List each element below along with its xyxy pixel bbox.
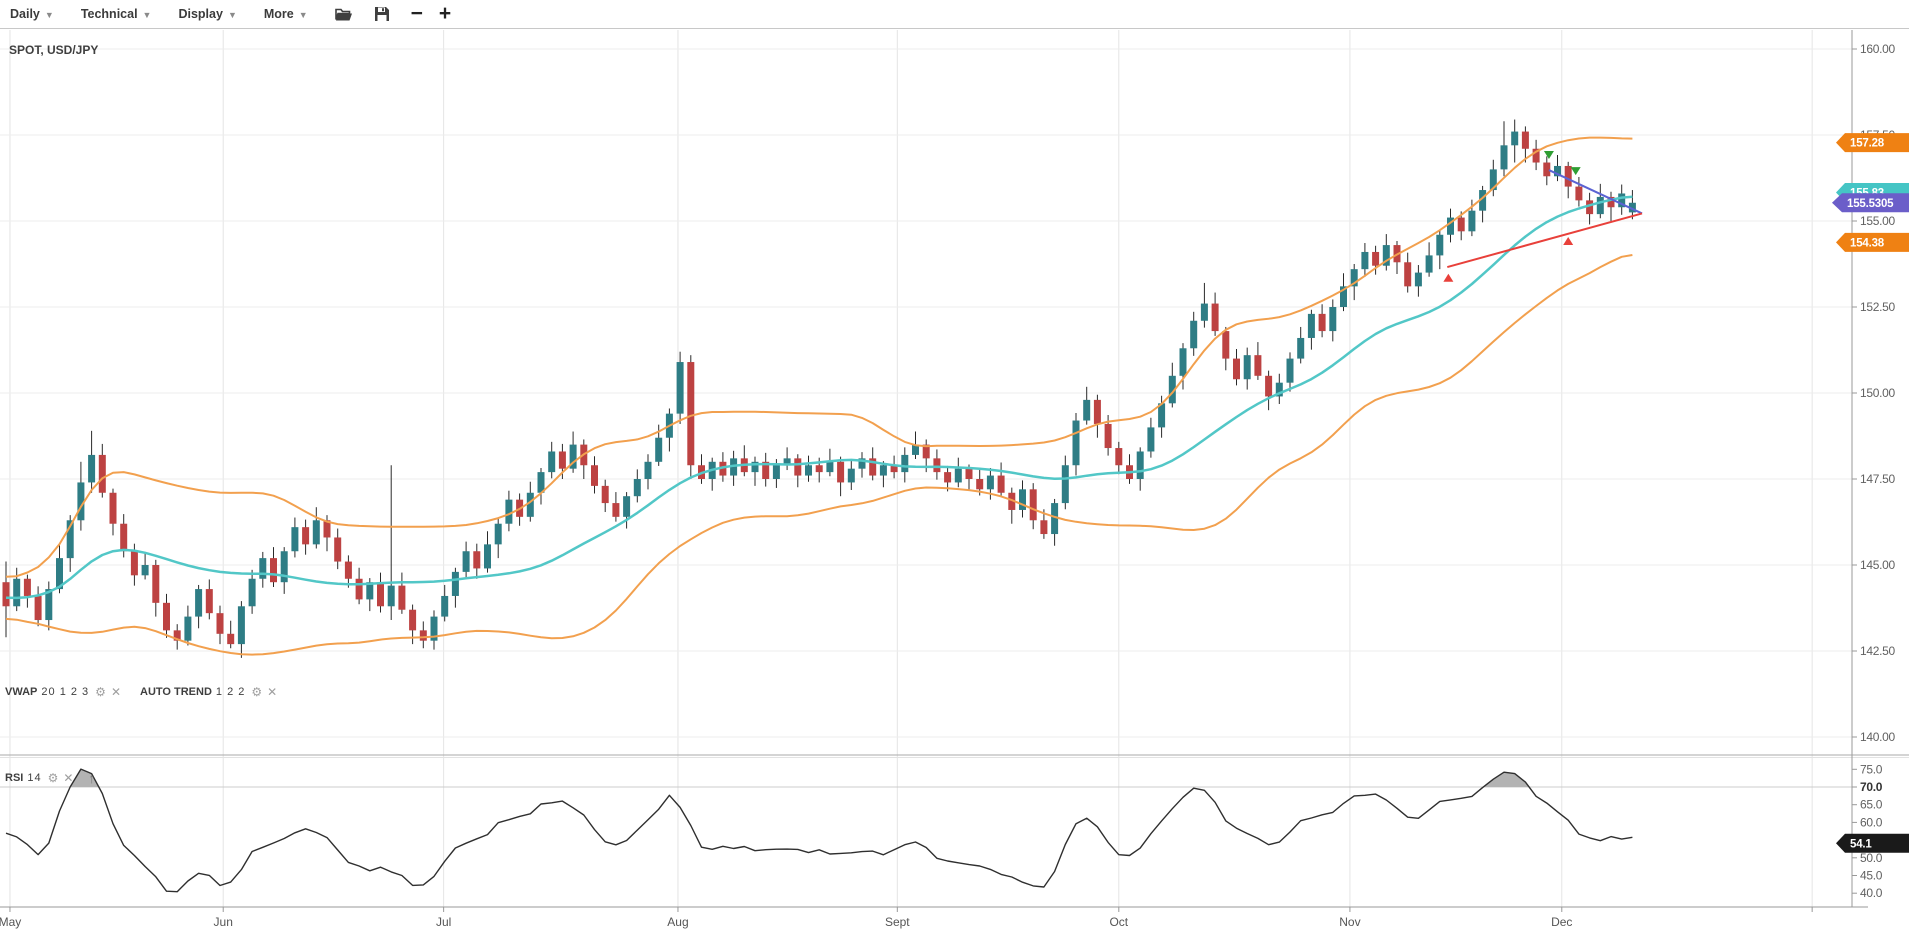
panel-borders	[0, 30, 1909, 908]
save-icon[interactable]	[374, 6, 390, 22]
gear-icon[interactable]: ⚙	[251, 685, 263, 699]
price-tick-label: 147.50	[1860, 472, 1896, 486]
last-price-tag: 155.5305	[1832, 193, 1909, 213]
price-axis[interactable]: 160.00157.50155.00152.50150.00147.50145.…	[1852, 42, 1896, 900]
gear-icon[interactable]: ⚙	[47, 771, 59, 785]
rsi-label: RSI	[5, 772, 24, 784]
month-label: Jul	[436, 915, 451, 929]
technical-menu[interactable]: Technical ▼	[81, 7, 152, 21]
month-label: Jun	[214, 915, 233, 929]
svg-text:154.38: 154.38	[1850, 237, 1885, 249]
price-tick-label: 145.00	[1860, 558, 1896, 572]
rsi-value-tag: 54.1	[1836, 833, 1909, 853]
month-label: Sept	[885, 915, 910, 929]
chevron-down-icon: ▼	[142, 10, 152, 20]
close-icon[interactable]: ✕	[267, 685, 278, 699]
down-triangle-marker	[1570, 167, 1581, 176]
price-tick-label: 140.00	[1860, 730, 1896, 744]
symbol-title: SPOT, USD/JPY	[9, 43, 99, 57]
vwap-indicator-legend: VWAP 20 1 2 3 ⚙ ✕ AUTO TREND 1 2 2 ⚙ ✕	[5, 685, 282, 699]
month-label: Nov	[1339, 915, 1360, 929]
interval-menu-label: Daily	[10, 7, 40, 21]
month-label: Dec	[1551, 915, 1572, 929]
chevron-down-icon: ▼	[44, 10, 54, 20]
auto-trend-support[interactable]	[1447, 212, 1643, 269]
open-folder-icon[interactable]	[334, 7, 353, 22]
lower-band-tag: 154.38	[1836, 232, 1909, 252]
close-icon[interactable]: ✕	[110, 685, 121, 699]
rsi-tick-label: 45.0	[1860, 869, 1883, 883]
autotrend-label: AUTO TREND	[140, 686, 212, 698]
month-label: May	[0, 915, 21, 929]
price-tick-label: 150.00	[1860, 386, 1896, 400]
auto-trend-resistance[interactable]	[1548, 169, 1643, 215]
more-menu[interactable]: More ▼	[264, 7, 308, 21]
chart-area: 160.00157.50155.00152.50150.00147.50145.…	[0, 30, 1909, 931]
move-panel-up-icon[interactable]: ↑	[88, 770, 96, 786]
rsi-tick-label: 75.0	[1860, 762, 1883, 776]
rsi-tick-label: 50.0	[1860, 851, 1883, 865]
down-triangle-marker	[1543, 150, 1554, 159]
close-icon[interactable]: ✕	[63, 771, 74, 785]
chart-canvas[interactable]: 160.00157.50155.00152.50150.00147.50145.…	[0, 30, 1909, 931]
price-tick-label: 160.00	[1860, 42, 1896, 56]
rsi-tick-label: 70.0	[1860, 780, 1883, 794]
lower-band-line	[5, 254, 1633, 656]
rsi-tick-label: 65.0	[1860, 798, 1883, 812]
time-axis[interactable]: May Jun Jul Aug Sept Oct Nov Dec	[0, 907, 1813, 929]
interval-menu[interactable]: Daily ▼	[10, 7, 54, 21]
display-menu-label: Display	[178, 7, 223, 21]
rsi-line	[5, 768, 1633, 893]
rsi-tick-label: 60.0	[1860, 815, 1883, 829]
rsi-indicator-legend: RSI 14 ⚙ ✕ ↑	[5, 770, 95, 786]
autotrend-params: 1 2 2	[215, 686, 246, 698]
up-triangle-marker	[1563, 236, 1574, 245]
price-tick-label: 152.50	[1860, 300, 1896, 314]
svg-text:155.5305: 155.5305	[1847, 198, 1894, 210]
zoom-out-icon[interactable]: −	[410, 2, 423, 25]
price-tick-label: 142.50	[1860, 644, 1896, 658]
gridlines	[0, 30, 1852, 907]
vwap-label: VWAP	[5, 686, 38, 698]
gear-icon[interactable]: ⚙	[95, 685, 106, 699]
rsi-tick-label: 40.0	[1860, 886, 1883, 900]
upper-band-tag: 157.28	[1836, 133, 1909, 153]
month-label: Oct	[1109, 915, 1128, 929]
zoom-in-icon[interactable]: +	[438, 2, 452, 25]
up-triangle-marker	[1443, 273, 1454, 282]
month-label: Aug	[667, 915, 688, 929]
candlesticks	[2, 119, 1636, 658]
price-tick-label: 155.00	[1860, 214, 1896, 228]
more-menu-label: More	[263, 7, 294, 21]
chevron-down-icon: ▼	[298, 10, 308, 20]
technical-menu-label: Technical	[80, 7, 138, 21]
upper-band-line	[5, 136, 1633, 578]
vwap-line	[5, 195, 1633, 600]
chevron-down-icon: ▼	[227, 10, 237, 20]
rsi-params: 14	[27, 772, 42, 784]
toolbar: Daily ▼ Technical ▼ Display ▼ More ▼ − +	[0, 0, 1909, 29]
display-menu[interactable]: Display ▼	[178, 7, 236, 21]
svg-text:54.1: 54.1	[1850, 838, 1872, 850]
svg-text:157.28: 157.28	[1850, 138, 1885, 150]
vwap-params: 20 1 2 3	[41, 686, 90, 698]
